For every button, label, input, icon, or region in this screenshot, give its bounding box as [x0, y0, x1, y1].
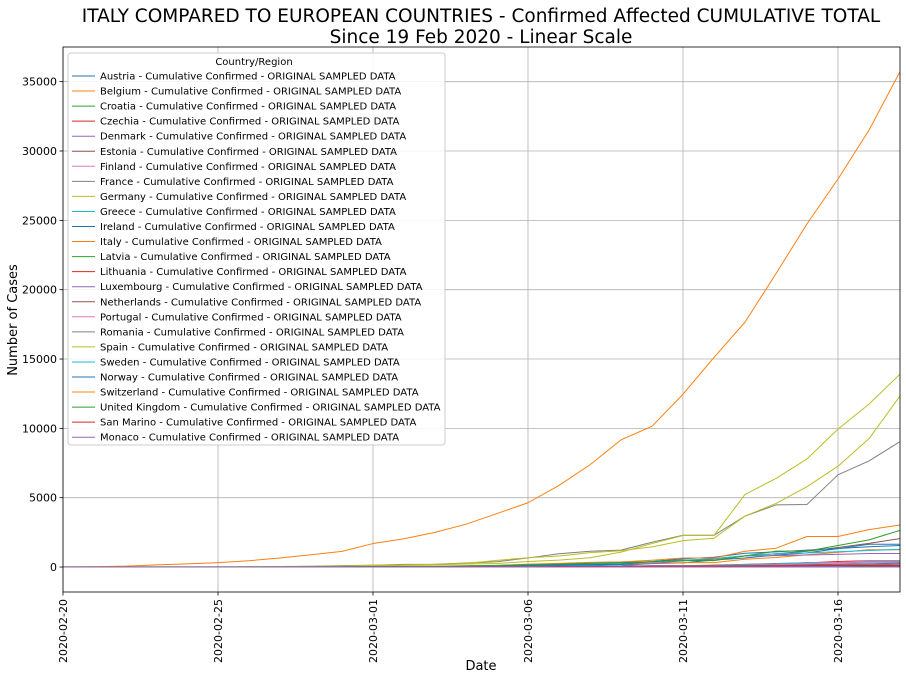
legend-entry: Romania - Cumulative Confirmed - ORIGINA… [100, 327, 404, 338]
x-tick-label: 2020-03-11 [677, 599, 690, 663]
y-tick-label: 5000 [29, 492, 57, 505]
legend-entry: Norway - Cumulative Confirmed - ORIGINAL… [100, 373, 398, 384]
y-tick-label: 20000 [22, 284, 57, 297]
legend-entry: France - Cumulative Confirmed - ORIGINAL… [100, 177, 394, 188]
y-tick-label: 25000 [22, 214, 57, 227]
legend-entry: San Marino - Cumulative Confirmed - ORIG… [100, 418, 416, 429]
legend-entry: Spain - Cumulative Confirmed - ORIGINAL … [100, 342, 388, 353]
legend-box [67, 52, 446, 446]
legend-entry: Croatia - Cumulative Confirmed - ORIGINA… [100, 102, 396, 113]
legend-entry: Lithuania - Cumulative Confirmed - ORIGI… [100, 267, 407, 278]
legend-entry: Austria - Cumulative Confirmed - ORIGINA… [100, 72, 396, 83]
legend-title: Country/Region [215, 57, 292, 68]
y-tick-label: 10000 [22, 422, 57, 435]
x-tick-label: 2020-03-16 [832, 599, 845, 663]
series-lines [62, 71, 901, 568]
legend-entry: Switzerland - Cumulative Confirmed - ORI… [100, 388, 419, 399]
y-tick-label: 35000 [22, 76, 57, 89]
legend-entry: Belgium - Cumulative Confirmed - ORIGINA… [100, 87, 401, 98]
y-tick-label: 0 [50, 561, 57, 574]
y-axis-label: Number of Cases [6, 264, 21, 376]
chart-title-line1: ITALY COMPARED TO EUROPEAN COUNTRIES - C… [82, 6, 881, 27]
legend: Country/Region Austria - Cumulative Conf… [67, 52, 446, 446]
legend-entry: Ireland - Cumulative Confirmed - ORIGINA… [100, 222, 395, 233]
plot-frame [62, 46, 901, 593]
x-tick-label: 2020-03-06 [522, 599, 535, 663]
legend-entry: United Kingdom - Cumulative Confirmed - … [100, 403, 441, 414]
legend-entry: Netherlands - Cumulative Confirmed - ORI… [100, 297, 421, 308]
x-tick-label: 2020-03-01 [367, 599, 380, 663]
series-line [62, 71, 901, 568]
legend-entry: Germany - Cumulative Confirmed - ORIGINA… [100, 192, 406, 203]
legend-entry: Greece - Cumulative Confirmed - ORIGINAL… [100, 207, 396, 218]
legend-entry: Portugal - Cumulative Confirmed - ORIGIN… [100, 312, 402, 323]
legend-entry: Sweden - Cumulative Confirmed - ORIGINAL… [100, 357, 400, 368]
x-tick-label: 2020-02-25 [212, 599, 225, 663]
legend-entry: Finland - Cumulative Confirmed - ORIGINA… [100, 162, 396, 173]
chart-title-line2: Since 19 Feb 2020 - Linear Scale [330, 27, 633, 48]
y-tick-label: 15000 [22, 353, 57, 366]
legend-entry: Italy - Cumulative Confirmed - ORIGINAL … [100, 237, 382, 248]
x-axis-label: Date [465, 659, 496, 674]
legend-entry: Luxembourg - Cumulative Confirmed - ORIG… [100, 282, 423, 293]
legend-entry: Latvia - Cumulative Confirmed - ORIGINAL… [100, 252, 391, 263]
legend-entry: Estonia - Cumulative Confirmed - ORIGINA… [100, 147, 397, 158]
y-axis-ticks: 0 5000 10000 15000 20000 25000 30000 35000 [22, 76, 63, 574]
legend-entry: Monaco - Cumulative Confirmed - ORIGINAL… [100, 433, 399, 444]
series-line [63, 524, 901, 568]
x-tick-label: 2020-02-20 [57, 599, 70, 663]
legend-items: Austria - Cumulative Confirmed - ORIGINA… [72, 72, 441, 444]
legend-entry: Czechia - Cumulative Confirmed - ORIGINA… [100, 117, 399, 128]
y-tick-label: 30000 [22, 145, 57, 158]
legend-entry: Denmark - Cumulative Confirmed - ORIGINA… [100, 132, 406, 143]
x-axis-ticks: 2020-02-20 2020-02-25 2020-03-01 2020-03-06… [57, 592, 845, 663]
